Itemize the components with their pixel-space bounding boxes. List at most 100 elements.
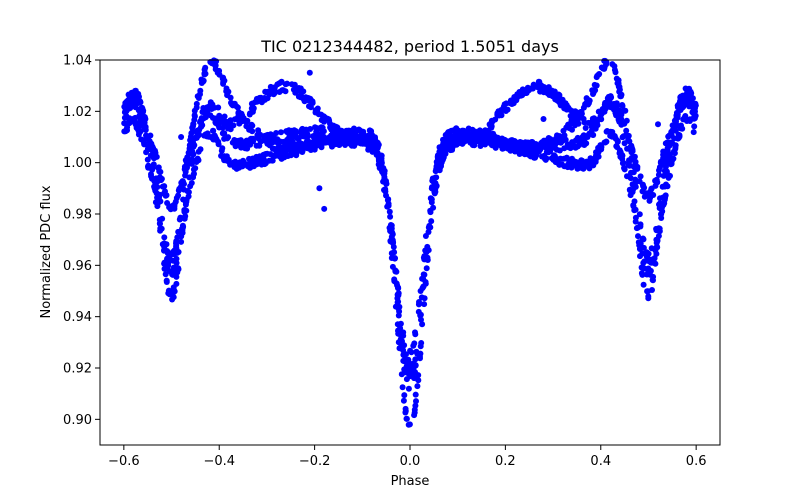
data-point (161, 247, 168, 254)
data-point (326, 138, 332, 145)
y-tick-label: 1.04 (63, 54, 92, 69)
data-point (274, 139, 281, 146)
data-point (401, 392, 408, 399)
data-point (307, 141, 314, 148)
data-point (263, 132, 270, 139)
data-point (591, 81, 598, 88)
x-tick-label: −0.2 (299, 454, 331, 469)
data-point (243, 137, 250, 144)
data-point (372, 143, 379, 149)
data-point (215, 141, 222, 148)
data-point (653, 250, 660, 257)
data-point (164, 255, 171, 262)
data-point (582, 125, 589, 131)
data-point (429, 175, 436, 182)
data-point (436, 156, 442, 163)
data-point (405, 385, 412, 392)
data-point (315, 111, 322, 118)
data-points-layer (121, 57, 699, 428)
data-point (198, 80, 205, 86)
data-point (549, 87, 555, 94)
data-point (423, 249, 430, 256)
data-point (131, 89, 138, 96)
data-point (394, 291, 401, 298)
data-point (570, 111, 577, 118)
data-point (440, 154, 447, 161)
data-point (432, 188, 439, 195)
data-point (228, 99, 234, 106)
data-point (181, 181, 187, 187)
data-point (292, 89, 299, 96)
data-point (645, 293, 652, 300)
data-point (193, 100, 200, 107)
data-point (278, 145, 285, 151)
y-tick-label: 1.02 (63, 105, 92, 120)
data-point (626, 157, 632, 164)
data-point (486, 133, 493, 140)
data-point (318, 127, 325, 134)
data-point (191, 116, 198, 123)
data-point (676, 132, 683, 139)
data-point (586, 130, 593, 137)
data-point (630, 163, 637, 170)
data-point (545, 135, 552, 141)
data-point (592, 121, 599, 128)
data-point (188, 130, 195, 137)
data-point (561, 163, 568, 170)
data-point (511, 140, 518, 147)
data-point (121, 114, 128, 121)
data-point (432, 180, 439, 187)
data-point (531, 154, 538, 161)
data-point (190, 123, 196, 130)
data-point (295, 93, 302, 100)
data-point (152, 149, 159, 156)
data-point (190, 174, 196, 181)
data-point (663, 152, 670, 159)
data-point (616, 150, 623, 157)
data-point (621, 107, 627, 114)
data-point (269, 157, 276, 164)
data-point (637, 240, 644, 247)
data-point (691, 123, 698, 130)
data-point (413, 398, 419, 405)
y-tick-label: 0.94 (63, 310, 92, 325)
data-point (565, 144, 572, 151)
data-point (567, 160, 574, 167)
data-point (143, 132, 149, 139)
data-point (560, 127, 567, 134)
data-point (641, 265, 648, 272)
data-point (658, 211, 665, 217)
data-point (293, 146, 300, 153)
data-point (411, 412, 418, 419)
data-point (137, 109, 144, 116)
data-point (415, 301, 422, 308)
data-point (400, 397, 407, 404)
data-point (191, 135, 198, 142)
y-tick-label: 0.96 (63, 259, 92, 274)
data-point (636, 246, 643, 252)
data-point (380, 165, 387, 171)
data-point (339, 132, 346, 139)
data-point (652, 182, 659, 189)
data-point (146, 138, 153, 145)
data-point (419, 275, 426, 282)
data-point (484, 137, 491, 144)
data-point (158, 175, 165, 182)
data-point (443, 135, 450, 141)
data-point (406, 421, 413, 428)
data-point (278, 78, 285, 85)
data-point (514, 147, 521, 154)
data-point (212, 66, 219, 73)
data-point (615, 80, 622, 87)
data-point (655, 121, 661, 128)
data-point (446, 128, 453, 135)
data-point (640, 235, 646, 242)
data-point (138, 136, 145, 143)
data-point (159, 183, 166, 190)
data-point (635, 233, 641, 240)
data-point (171, 288, 178, 295)
data-point (388, 250, 395, 257)
data-point (583, 95, 590, 102)
data-point (618, 91, 625, 98)
data-point (384, 197, 391, 204)
